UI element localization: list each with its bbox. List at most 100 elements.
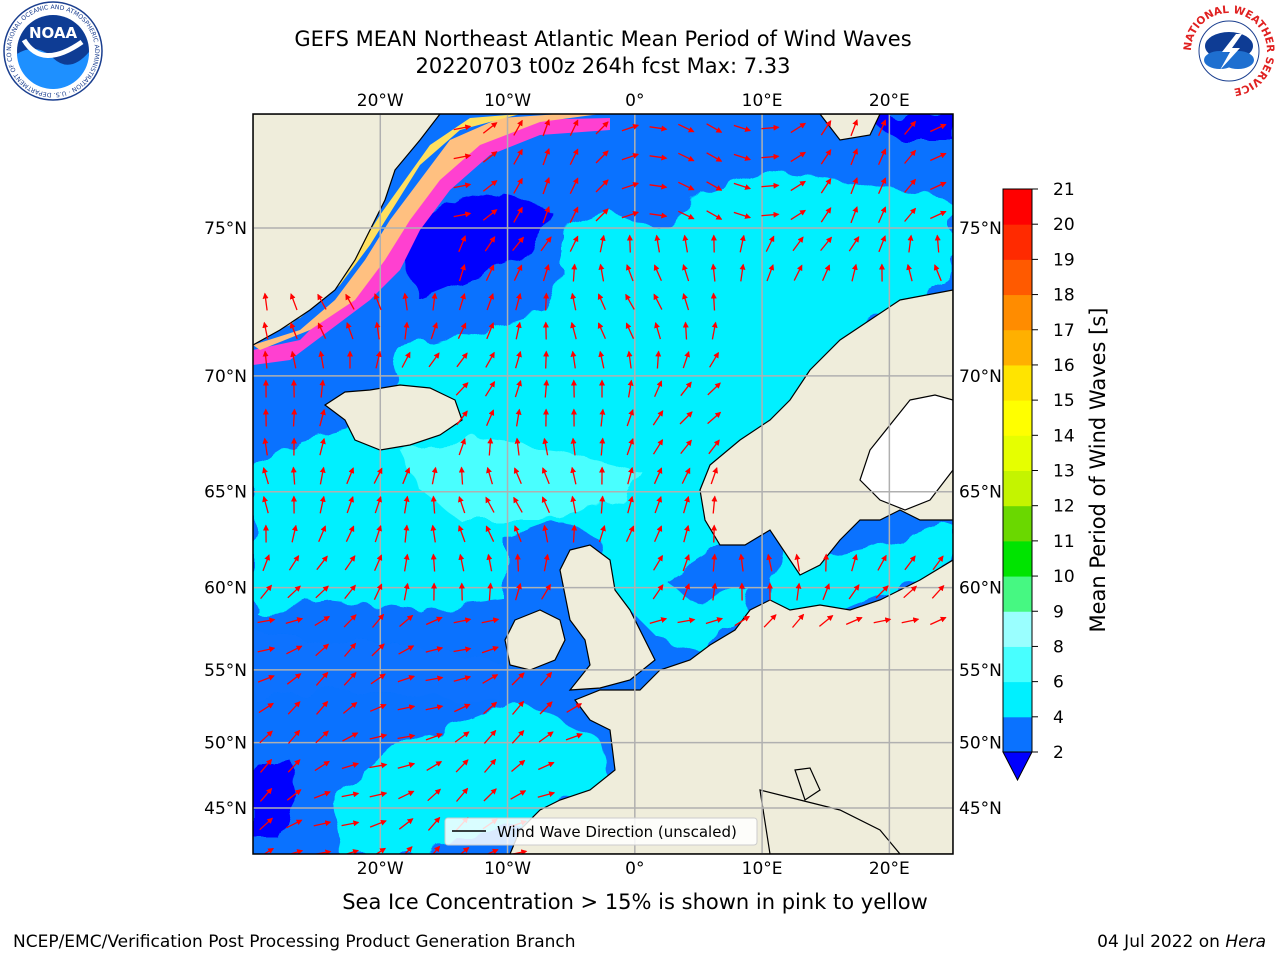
colorbar-tick-label: 9: [1053, 602, 1064, 622]
wave-direction-arrow: [820, 236, 833, 252]
wave-direction-arrow: [733, 124, 752, 132]
left-lat-label: 70°N: [204, 367, 247, 387]
wave-direction-arrow: [822, 264, 831, 282]
wave-direction-arrow: [315, 643, 330, 657]
wave-direction-arrow: [401, 351, 411, 368]
wave-direction-arrow: [707, 411, 722, 425]
wave-direction-arrow: [459, 846, 470, 854]
wave-direction-arrow: [543, 350, 550, 369]
wave-direction-arrow: [483, 729, 497, 744]
colorbar-tick-label: 13: [1053, 462, 1075, 482]
wave-direction-arrow: [711, 495, 718, 514]
wave-direction-arrow: [344, 555, 356, 571]
wave-direction-arrow: [711, 582, 718, 601]
sea-ice-caption: Sea Ice Concentration > 15% is shown in …: [342, 890, 928, 914]
colorbar-segment: [1003, 294, 1032, 331]
colorbar-tick-label: 21: [1053, 180, 1075, 200]
wave-direction-arrow: [456, 410, 468, 426]
wave-direction-arrow: [513, 496, 523, 513]
wave-direction-arrow: [903, 585, 918, 599]
wave-direction-arrow: [515, 292, 522, 311]
wave-direction-arrow: [374, 495, 382, 514]
bottom-lon-label: 20°W: [357, 859, 404, 879]
wave-direction-arrow: [513, 264, 523, 281]
great-britain: [559, 544, 656, 691]
wave-direction-arrow: [710, 292, 717, 311]
wave-direction-arrow: [761, 153, 780, 160]
wave-direction-arrow: [543, 292, 550, 311]
wave-direction-arrow: [262, 350, 269, 369]
wave-direction-arrow: [566, 703, 583, 713]
wave-direction-arrow: [652, 584, 664, 600]
wave-direction-arrow: [625, 322, 635, 339]
footer-date: 04 Jul 2022 on Hera: [1097, 932, 1266, 952]
chart-subtitle: 20220703 t00z 264h fcst Max: 7.33: [415, 54, 791, 78]
wave-direction-arrow: [511, 729, 525, 744]
wave-direction-arrow: [455, 759, 469, 773]
wave-direction-arrow: [652, 438, 664, 455]
wave-direction-arrow: [428, 352, 440, 368]
wave-direction-arrow: [818, 614, 834, 627]
colorbar-tick-label: 2: [1053, 743, 1064, 763]
wave-direction-arrow: [934, 234, 941, 253]
wave-direction-arrow: [486, 293, 495, 311]
wave-direction-arrow: [569, 119, 579, 136]
wave-direction-arrow: [761, 211, 780, 218]
wave-direction-arrow: [627, 466, 634, 485]
wave-direction-arrow: [486, 322, 495, 340]
wave-direction-arrow: [345, 322, 354, 340]
wave-direction-arrow: [904, 555, 916, 571]
wave-direction-arrow: [569, 235, 579, 252]
wave-direction-arrow: [541, 583, 551, 600]
wave-direction-arrow: [678, 181, 695, 191]
wave-direction-arrow: [595, 179, 609, 193]
wave-direction-arrow: [570, 495, 577, 514]
wave-direction-arrow: [850, 148, 859, 166]
wave-direction-arrow: [342, 732, 359, 742]
wave-direction-arrow: [455, 382, 469, 396]
wave-direction-arrow: [598, 524, 606, 543]
wave-direction-arrow: [542, 263, 550, 282]
wave-direction-arrow: [369, 819, 387, 828]
wave-direction-arrow: [598, 263, 605, 282]
wave-direction-arrow: [820, 149, 832, 165]
wave-direction-arrow: [709, 351, 719, 368]
wave-direction-arrow: [850, 177, 859, 195]
wave-direction-arrow: [513, 177, 523, 194]
wave-direction-arrow: [680, 439, 692, 455]
right-lat-label: 45°N: [959, 799, 1002, 819]
wave-direction-arrow: [402, 292, 409, 311]
wave-direction-arrow: [369, 791, 388, 798]
wave-direction-arrow: [288, 849, 304, 854]
wave-direction-arrow: [373, 293, 382, 311]
colorbar-segment: [1003, 576, 1032, 612]
wave-direction-arrow: [565, 732, 583, 741]
wave-direction-arrow: [514, 379, 522, 398]
wave-direction-arrow: [792, 236, 804, 252]
wave-direction-arrow: [343, 671, 357, 686]
wave-direction-arrow: [375, 847, 387, 854]
colorbar-segment: [1003, 189, 1032, 225]
wave-direction-arrow: [314, 760, 330, 772]
wave-direction-arrow: [677, 617, 696, 624]
wave-direction-arrow: [397, 762, 416, 769]
right-lat-label: 70°N: [959, 367, 1002, 387]
wave-direction-arrow: [626, 234, 633, 253]
wave-direction-arrow: [627, 495, 634, 514]
wave-direction-arrow: [734, 615, 751, 627]
wave-direction-arrow: [571, 263, 578, 282]
wave-direction-arrow: [456, 352, 468, 368]
colorbar-tick-label: 4: [1053, 708, 1064, 728]
wave-direction-arrow: [511, 759, 526, 772]
wave-direction-arrow: [514, 582, 522, 601]
wave-direction-arrow: [375, 350, 382, 369]
iceland: [323, 384, 463, 451]
wave-direction-arrow: [454, 703, 471, 713]
wave-direction-arrow: [318, 525, 327, 543]
wave-direction-arrow: [397, 704, 416, 711]
left-lat-label: 50°N: [204, 734, 247, 754]
wave-direction-arrow: [795, 582, 802, 601]
wave-direction-arrow: [621, 124, 640, 132]
wave-direction-arrow: [398, 818, 414, 830]
